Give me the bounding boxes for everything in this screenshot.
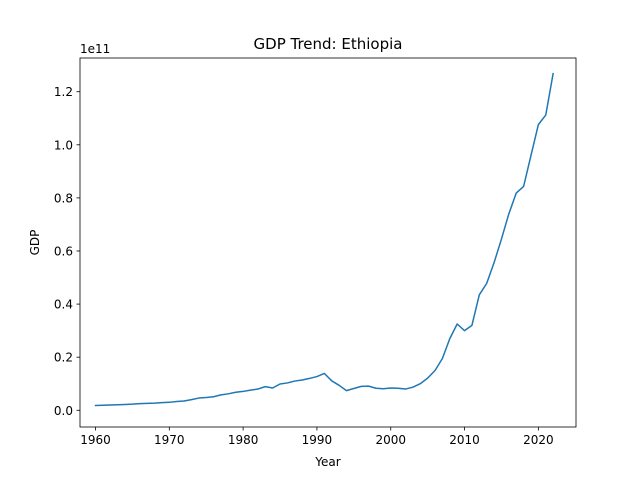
x-tick-label: 2020 [523,433,554,447]
x-tick-label: 2010 [449,433,480,447]
y-tick-label: 1.2 [54,85,73,99]
x-tick-label: 1980 [228,433,259,447]
y-tick-label: 0.4 [54,298,73,312]
y-axis-label: GDP [28,230,42,256]
y-tick-label: 0.6 [54,244,73,258]
plot-area [94,72,554,407]
axes-frame [79,57,577,428]
x-tick-label: 1990 [302,433,333,447]
x-axis-label: Year [314,455,340,469]
y-tick-label: 1.0 [54,138,73,152]
y-tick-label: 0.0 [54,404,73,418]
y-tick-label: 0.8 [54,191,73,205]
y-axis-offset-label: 1e11 [80,42,110,56]
x-axis-ticks: 1960 1970 1980 1990 2000 2010 2020 [80,427,554,447]
x-tick-label: 1970 [154,433,185,447]
y-axis-ticks: 0.0 0.2 0.4 0.6 0.8 1.0 1.2 [54,85,80,418]
series-line-gdp [94,72,554,407]
x-tick-label: 2000 [375,433,406,447]
y-tick-label: 0.2 [54,351,73,365]
chart-title: GDP Trend: Ethiopia [254,35,403,53]
x-tick-label: 1960 [80,433,111,447]
